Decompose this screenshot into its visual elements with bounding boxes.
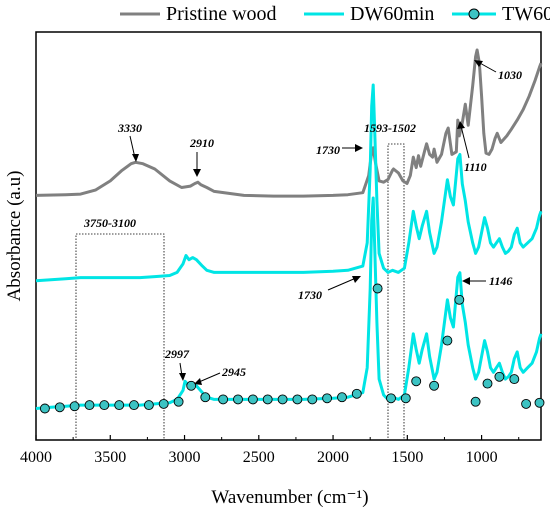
annotation-1030: 1030: [498, 68, 522, 82]
data-point-tw60min-22: [372, 283, 383, 294]
annotation-arrow-1730-dw: [327, 277, 357, 291]
data-point-tw60min-6: [129, 400, 139, 411]
x-tick-label-2500: 2500: [243, 449, 275, 466]
x-tick-label-2000: 2000: [317, 449, 349, 466]
annotation-arrowhead-1110: [457, 121, 465, 129]
data-point-tw60min-24: [400, 393, 411, 404]
data-point-tw60min-7: [143, 400, 154, 411]
data-point-tw60min-9: [173, 396, 184, 407]
annotation-1593-1502: 1593-1502: [364, 121, 416, 135]
data-point-tw60min-17: [292, 394, 303, 405]
series-line-pristine-wood: [35, 48, 543, 198]
data-point-tw60min-3: [84, 400, 95, 411]
legend-label-dw: DW60min: [350, 3, 434, 25]
x-axis-title: Wavenumber (cm⁻¹): [211, 487, 368, 508]
x-tick-label-1000: 1000: [466, 449, 498, 466]
data-point-tw60min-16: [277, 394, 288, 405]
data-point-tw60min-34: [534, 397, 545, 408]
data-point-tw60min-0: [39, 403, 50, 414]
data-point-tw60min-2: [69, 401, 80, 412]
data-point-tw60min-1: [54, 402, 65, 413]
annotation-1110: 1110: [464, 160, 487, 174]
y-axis-title: Absorbance (a.u): [4, 171, 25, 302]
annotation-2997: 2997: [164, 347, 190, 361]
annotation-arrowhead-2945: [194, 378, 202, 385]
marker-layer: [39, 283, 545, 414]
data-point-tw60min-30: [482, 378, 493, 389]
data-point-tw60min-14: [247, 394, 258, 405]
annotation-3750-3100: 3750-3100: [83, 216, 136, 230]
annotation-2945: 2945: [221, 365, 246, 379]
annotation-arrow-2945: [198, 372, 221, 383]
data-point-tw60min-21: [351, 388, 362, 399]
data-point-tw60min-5: [114, 400, 125, 411]
legend: Pristine wood DW60min TW60min: [120, 3, 550, 25]
data-point-tw60min-23: [386, 393, 396, 404]
data-point-tw60min-29: [470, 396, 481, 407]
annotations: 3330 2910 1730 1593-1502 1110 1030 3750-…: [83, 60, 522, 385]
annotation-1730-pristine: 1730: [316, 143, 340, 157]
series-line-dw60min: [35, 83, 543, 283]
legend-marker-tw: [468, 8, 480, 20]
data-point-tw60min-32: [509, 374, 520, 385]
x-tick-label-3000: 3000: [169, 449, 201, 466]
legend-label-pristine: Pristine wood: [166, 3, 277, 25]
annotation-1730-dw: 1730: [298, 288, 322, 302]
annotation-arrowhead-1730-dw: [352, 276, 361, 283]
data-point-tw60min-33: [521, 398, 532, 409]
annotation-arrowhead-1730-pristine: [355, 144, 363, 152]
x-tick-label-3500: 3500: [94, 449, 126, 466]
data-point-tw60min-4: [99, 400, 110, 411]
data-point-tw60min-11: [200, 392, 211, 403]
data-point-tw60min-25: [411, 376, 422, 387]
annotation-arrowhead-1146: [462, 277, 470, 285]
data-point-tw60min-31: [494, 371, 505, 382]
data-point-tw60min-27: [442, 335, 453, 346]
data-point-tw60min-8: [158, 398, 169, 409]
annotation-arrow-1110: [460, 125, 470, 159]
legend-label-tw: TW60min: [502, 3, 550, 25]
annotation-2910: 2910: [189, 136, 214, 150]
annotation-arrowhead-2997: [179, 373, 186, 381]
x-tick-label-1500: 1500: [391, 449, 423, 466]
x-tick-label-4000: 4000: [20, 449, 52, 466]
data-point-tw60min-28: [454, 294, 465, 305]
data-point-tw60min-10: [186, 380, 197, 391]
data-point-tw60min-20: [337, 392, 347, 403]
data-point-tw60min-18: [307, 394, 318, 405]
annotation-3330: 3330: [117, 121, 142, 135]
data-point-tw60min-12: [218, 394, 229, 405]
data-point-tw60min-19: [322, 393, 333, 404]
annotation-arrowhead-2910: [193, 169, 201, 177]
annotation-arrowhead-3330: [132, 154, 139, 162]
data-point-tw60min-15: [262, 394, 273, 405]
annotation-arrowhead-1030: [474, 60, 483, 67]
data-point-tw60min-13: [233, 394, 243, 405]
plot-frame: [35, 31, 542, 441]
annotation-1146: 1146: [489, 274, 512, 288]
data-point-tw60min-26: [429, 380, 440, 391]
x-axis: 4000 3500 3000 2500 2000 1500 1000: [20, 435, 520, 466]
